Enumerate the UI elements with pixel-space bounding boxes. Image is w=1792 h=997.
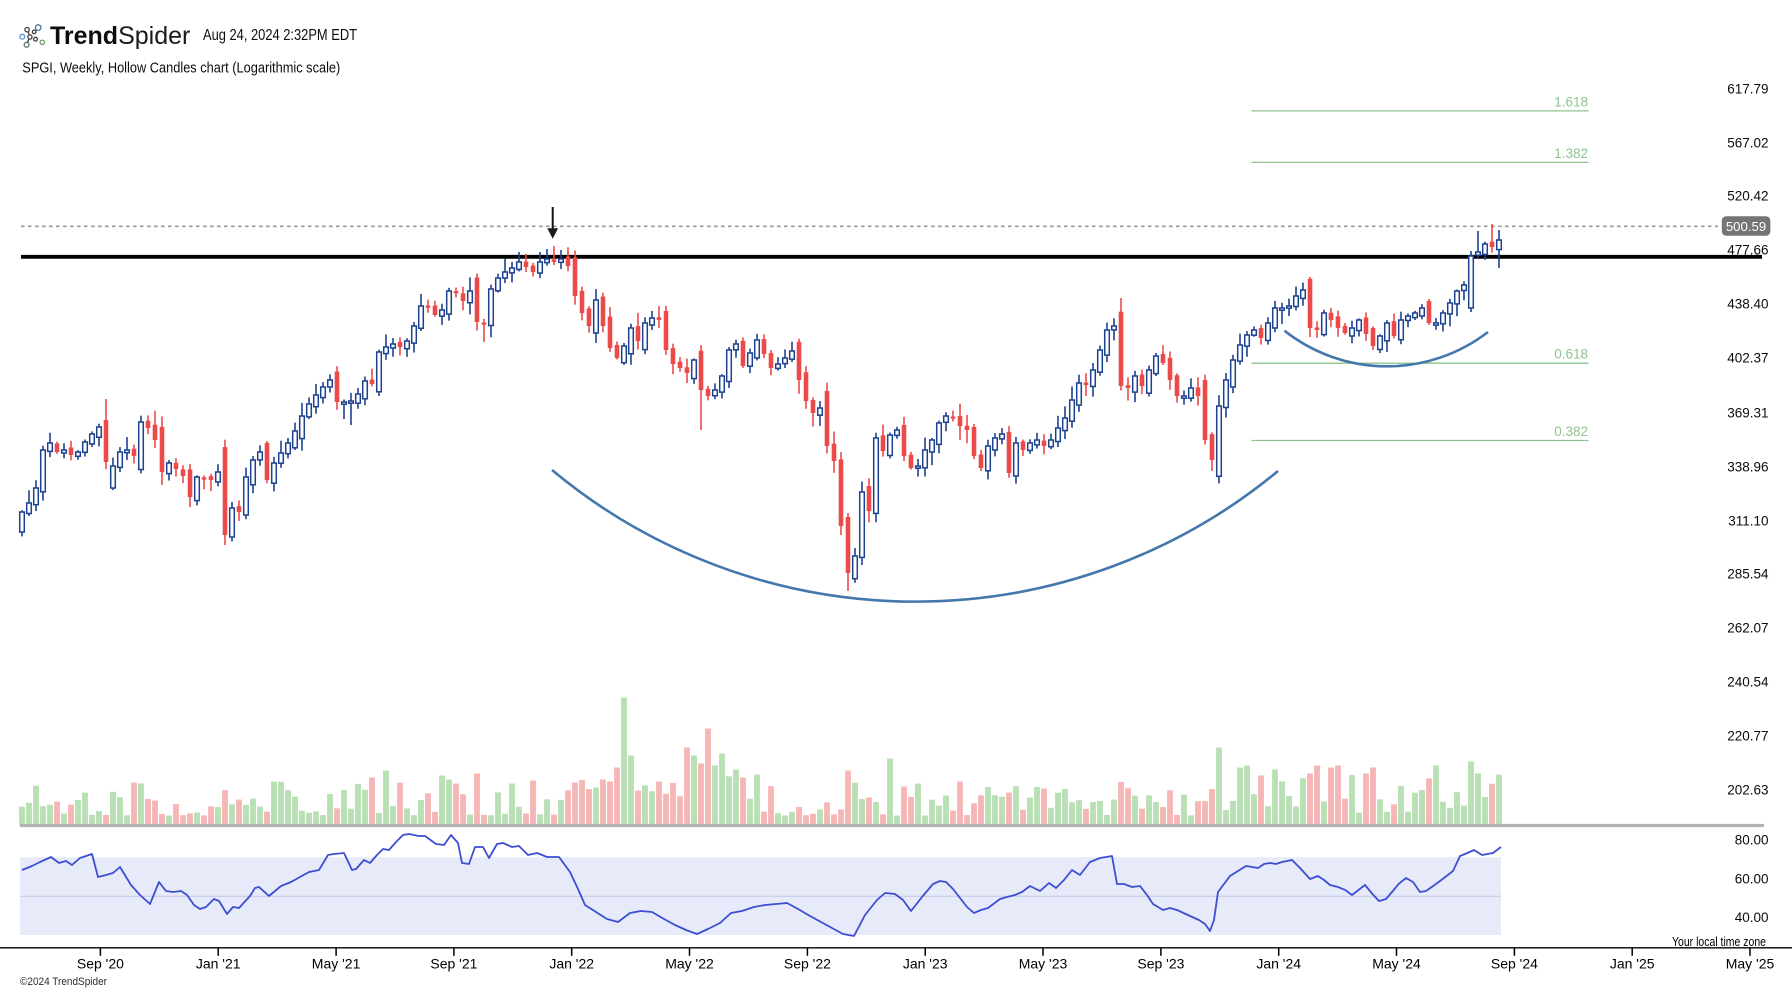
svg-text:369.31: 369.31 xyxy=(1727,406,1768,421)
svg-text:477.66: 477.66 xyxy=(1727,243,1768,258)
svg-text:567.02: 567.02 xyxy=(1727,136,1768,151)
svg-text:240.54: 240.54 xyxy=(1727,675,1769,690)
svg-text:40.00: 40.00 xyxy=(1735,910,1769,925)
svg-text:Sep '20: Sep '20 xyxy=(77,955,124,971)
svg-text:Jan '22: Jan '22 xyxy=(549,955,594,971)
svg-text:1.382: 1.382 xyxy=(1554,146,1588,161)
svg-text:285.54: 285.54 xyxy=(1727,567,1769,582)
svg-text:Jan '21: Jan '21 xyxy=(196,955,241,971)
svg-text:TrendSpider: TrendSpider xyxy=(50,22,190,50)
svg-text:0.618: 0.618 xyxy=(1554,347,1588,362)
svg-text:402.37: 402.37 xyxy=(1727,351,1768,366)
svg-text:May '25: May '25 xyxy=(1726,955,1775,971)
svg-text:Jan '23: Jan '23 xyxy=(903,955,948,971)
svg-text:202.63: 202.63 xyxy=(1727,783,1768,798)
svg-text:Sep '24: Sep '24 xyxy=(1491,955,1538,971)
svg-text:Your local time zone: Your local time zone xyxy=(1672,935,1766,949)
svg-text:220.77: 220.77 xyxy=(1727,729,1768,744)
svg-text:SPGI, Weekly, Hollow Candles c: SPGI, Weekly, Hollow Candles chart (Loga… xyxy=(22,61,340,77)
svg-text:617.79: 617.79 xyxy=(1727,82,1768,97)
svg-text:Jan '25: Jan '25 xyxy=(1610,955,1655,971)
svg-text:Jan '24: Jan '24 xyxy=(1256,955,1301,971)
svg-text:80.00: 80.00 xyxy=(1735,833,1769,848)
svg-text:338.96: 338.96 xyxy=(1727,460,1768,475)
svg-text:60.00: 60.00 xyxy=(1735,872,1769,887)
svg-text:Sep '21: Sep '21 xyxy=(430,955,477,971)
svg-text:Aug 24, 2024 2:32PM EDT: Aug 24, 2024 2:32PM EDT xyxy=(203,27,357,44)
svg-text:0.382: 0.382 xyxy=(1554,424,1588,439)
svg-text:1.618: 1.618 xyxy=(1554,94,1588,109)
svg-text:Sep '23: Sep '23 xyxy=(1137,955,1184,971)
svg-text:520.42: 520.42 xyxy=(1727,189,1768,204)
svg-text:Sep '22: Sep '22 xyxy=(784,955,831,971)
svg-text:May '22: May '22 xyxy=(665,955,714,971)
svg-text:May '24: May '24 xyxy=(1372,955,1421,971)
svg-text:May '23: May '23 xyxy=(1019,955,1068,971)
svg-text:262.07: 262.07 xyxy=(1727,621,1768,636)
svg-text:May '21: May '21 xyxy=(312,955,361,971)
svg-text:500.59: 500.59 xyxy=(1726,219,1766,234)
svg-text:438.40: 438.40 xyxy=(1727,297,1768,312)
svg-text:311.10: 311.10 xyxy=(1728,514,1768,529)
svg-text:©2024 TrendSpider: ©2024 TrendSpider xyxy=(20,976,107,988)
